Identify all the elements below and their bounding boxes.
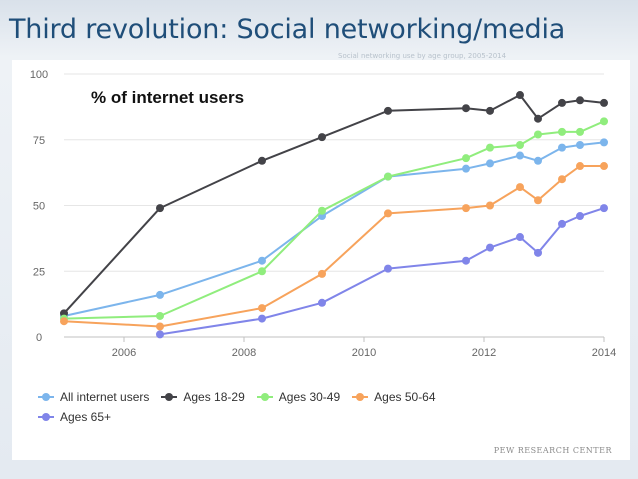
data-point-ages-18-29 [600, 98, 608, 107]
data-point-ages-50-64 [318, 269, 326, 278]
data-point-ages-18-29 [258, 156, 266, 165]
data-point-ages-30-49 [156, 311, 164, 320]
data-point-ages-30-49 [558, 127, 566, 136]
series-line-ages-50-64 [63, 165, 605, 328]
legend-label: All internet users [60, 390, 150, 404]
legend-marker-icon [352, 392, 369, 402]
data-point-all-internet-users [600, 138, 608, 147]
series-line-ages-30-49 [63, 120, 605, 320]
legend-marker-icon [38, 412, 54, 422]
data-point-ages-65 [558, 219, 566, 228]
data-point-ages-18-29 [576, 96, 584, 105]
data-point-ages-50-64 [486, 201, 494, 210]
series-line-all-internet-users [63, 141, 605, 317]
source-credit: PEW RESEARCH CENTER [493, 446, 612, 455]
legend-label: Ages 50-64 [374, 390, 436, 404]
data-point-ages-18-29 [534, 114, 542, 123]
legend-item-all-users[interactable]: All internet users [38, 390, 149, 404]
data-point-ages-65 [516, 233, 524, 242]
data-point-all-internet-users [462, 164, 470, 173]
data-point-ages-50-64 [534, 196, 542, 205]
data-point-ages-18-29 [486, 106, 494, 115]
data-point-ages-30-49 [384, 172, 392, 181]
data-point-ages-30-49 [534, 130, 542, 139]
data-point-all-internet-users [576, 141, 584, 150]
data-point-ages-65 [486, 243, 494, 252]
data-point-ages-30-49 [462, 154, 470, 163]
x-tick-label: 2010 [352, 347, 376, 359]
data-point-ages-30-49 [576, 127, 584, 136]
data-point-ages-65 [156, 330, 164, 339]
data-point-ages-18-29 [462, 104, 470, 113]
x-tick-label: 2012 [472, 347, 496, 359]
legend-row-1: All internet users Ages 18-29 Ages 30-49… [38, 388, 598, 406]
x-tick-label: 2008 [232, 347, 256, 359]
y-tick-label: 100 [30, 69, 48, 81]
data-point-ages-30-49 [318, 206, 326, 215]
data-point-all-internet-users [534, 156, 542, 165]
faded-chart-header: Social networking use by age group, 2005… [338, 52, 507, 60]
data-point-ages-30-49 [600, 117, 608, 126]
data-point-all-internet-users [258, 256, 266, 265]
data-point-ages-18-29 [558, 98, 566, 107]
data-point-all-internet-users [486, 159, 494, 168]
x-tick-label: 2014 [592, 347, 616, 359]
data-point-all-internet-users [156, 290, 164, 299]
legend-row-2: Ages 65+ [38, 408, 598, 426]
data-point-ages-65 [576, 212, 584, 221]
chart-legend: All internet users Ages 18-29 Ages 30-49… [38, 388, 598, 428]
data-point-ages-50-64 [258, 304, 266, 313]
legend-item-ages-18-29[interactable]: Ages 18-29 [161, 390, 245, 404]
data-point-ages-50-64 [384, 209, 392, 218]
data-point-ages-65 [258, 314, 266, 323]
data-point-ages-18-29 [384, 106, 392, 115]
data-point-ages-65 [462, 256, 470, 265]
legend-label: Ages 18-29 [183, 390, 245, 404]
legend-marker-icon [256, 392, 273, 402]
legend-label: Ages 30-49 [278, 390, 341, 404]
data-point-ages-50-64 [558, 175, 566, 184]
data-point-ages-18-29 [318, 133, 326, 142]
data-point-ages-30-49 [486, 143, 494, 152]
legend-item-ages-30-49[interactable]: Ages 30-49 [256, 390, 341, 404]
chart-panel: 0 25 50 75 100 2006 2008 2010 2012 2014 % of inte… [12, 60, 630, 460]
legend-marker-icon [161, 392, 178, 402]
y-tick-label: 75 [33, 135, 45, 147]
data-point-ages-65 [318, 298, 326, 307]
data-point-ages-50-64 [576, 162, 584, 171]
data-point-ages-30-49 [516, 141, 524, 150]
data-point-ages-50-64 [156, 322, 164, 331]
data-point-ages-65 [534, 248, 542, 257]
data-point-ages-65 [384, 264, 392, 273]
data-point-ages-50-64 [516, 183, 524, 192]
data-point-all-internet-users [516, 151, 524, 160]
data-point-ages-50-64 [600, 162, 608, 171]
slide-title: Third revolution: Social networking/medi… [9, 14, 566, 45]
legend-item-ages-65-plus[interactable]: Ages 65+ [38, 410, 111, 424]
chart-title: % of internet users [91, 88, 245, 107]
legend-item-ages-50-64[interactable]: Ages 50-64 [352, 390, 436, 404]
line-chart: 0 25 50 75 100 2006 2008 2010 2012 2014 [30, 69, 616, 359]
y-tick-label: 0 [36, 332, 42, 344]
data-point-ages-50-64 [462, 204, 470, 213]
legend-marker-icon [38, 392, 54, 402]
data-point-ages-65 [600, 204, 608, 213]
data-point-ages-50-64 [60, 317, 68, 326]
data-point-all-internet-users [558, 143, 566, 152]
y-tick-label: 25 [33, 266, 45, 278]
y-tick-label: 50 [33, 201, 45, 213]
x-tick-label: 2006 [112, 347, 136, 359]
legend-label: Ages 65+ [60, 410, 112, 424]
data-point-ages-18-29 [516, 91, 524, 100]
data-point-ages-30-49 [258, 267, 266, 276]
data-point-ages-18-29 [156, 204, 164, 213]
